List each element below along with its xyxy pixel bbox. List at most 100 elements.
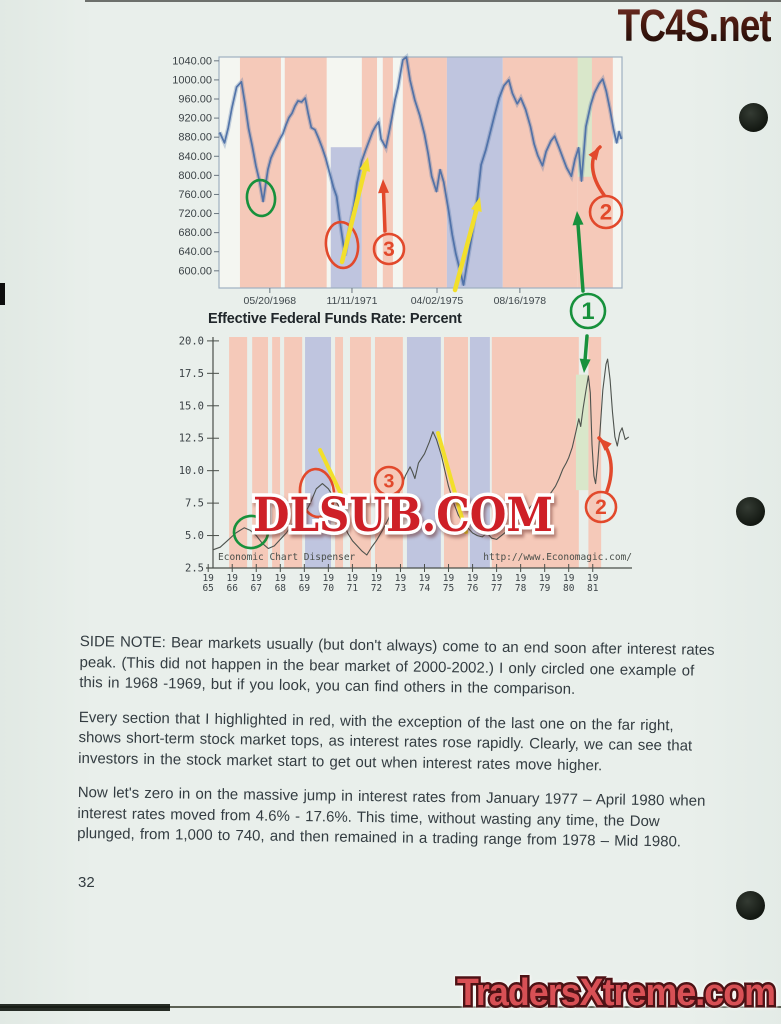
annotation-line-yellow xyxy=(318,448,343,496)
annotation-arrowhead xyxy=(378,179,390,194)
y-tick-label: 1040.00 xyxy=(172,55,212,67)
highlight-band-pink xyxy=(284,337,303,568)
x-tick-label-century: 19 xyxy=(563,573,575,584)
annotation-arrow-yellow xyxy=(339,163,369,265)
x-tick-label-century: 19 xyxy=(323,573,335,584)
y-tick-label: 1000.00 xyxy=(172,74,212,86)
y-tick-label: 15.0 xyxy=(179,400,204,412)
annotation-number-circle xyxy=(569,292,607,330)
x-tick-label-year: 67 xyxy=(251,583,262,594)
y-tick-label: 880.00 xyxy=(178,132,212,144)
x-tick-label-year: 69 xyxy=(299,583,311,594)
x-tick-label: 05/20/1968 xyxy=(244,295,297,307)
annotation-arrowhead xyxy=(471,197,482,212)
y-tick-label: 7.5 xyxy=(185,498,204,510)
x-tick-label-century: 19 xyxy=(299,573,311,584)
page-number: 32 xyxy=(78,874,95,891)
x-tick-label-year: 70 xyxy=(323,583,335,594)
highlight-band-pink xyxy=(349,337,371,568)
x-tick-label-century: 19 xyxy=(587,573,599,584)
x-tick-label-year: 78 xyxy=(515,583,527,594)
tradersxtreme-banner-text: TradersXtreme.com xyxy=(457,972,775,1014)
punch-hole-bottom xyxy=(736,891,765,920)
scan-edge-left-mark xyxy=(0,283,5,305)
highlight-band-lav xyxy=(446,57,503,288)
x-tick-label-century: 19 xyxy=(491,573,503,584)
dlsub-watermark-text: DLSUB.COM xyxy=(253,488,553,543)
annotation-circle-green xyxy=(245,178,277,218)
dow-plot-border xyxy=(218,56,623,289)
highlight-band-pink xyxy=(252,337,269,568)
annotation-number-circle xyxy=(373,465,405,497)
scan-edge-bottom-block xyxy=(0,1004,170,1011)
x-tick-label-year: 80 xyxy=(563,583,575,594)
y-tick-label: 960.00 xyxy=(178,94,212,106)
x-tick-label: 11/11/1971 xyxy=(326,295,377,307)
x-tick-label-year: 66 xyxy=(227,583,239,594)
annotation-arrowhead xyxy=(579,358,591,373)
punch-hole-middle xyxy=(736,497,765,526)
highlight-band-pink xyxy=(382,57,393,288)
highlight-band-pink xyxy=(491,337,579,568)
highlight-band-pink xyxy=(239,57,281,288)
annotation-line-yellow xyxy=(436,431,468,534)
y-tick-label: 17.5 xyxy=(179,368,204,380)
y-tick-label: 2.5 xyxy=(185,563,204,575)
body-text: SIDE NOTE: Bear markets usually (but don… xyxy=(77,632,722,868)
annotation-number-circle xyxy=(588,194,624,230)
y-tick-label: 840.00 xyxy=(178,151,212,163)
annotation-number-label: 3 xyxy=(384,470,395,492)
y-tick-label: 10.0 xyxy=(179,465,204,477)
paragraph-side-note: SIDE NOTE: Bear markets usually (but don… xyxy=(79,632,715,699)
y-tick-label: 600.00 xyxy=(178,265,212,277)
highlight-band-green xyxy=(575,374,589,491)
annotation-number-circle xyxy=(372,232,406,266)
tc4s-logo: TC4S.net xyxy=(617,0,772,51)
y-tick-label: 640.00 xyxy=(178,246,212,258)
scan-edge-top xyxy=(85,0,781,2)
x-tick-label-year: 75 xyxy=(443,583,454,594)
annotation-arrow-green xyxy=(575,218,585,293)
x-tick-label-century: 19 xyxy=(275,573,287,584)
y-tick-label: 800.00 xyxy=(178,170,212,182)
highlight-band-green xyxy=(577,57,592,177)
y-tick-label: 20.0 xyxy=(179,335,204,347)
x-tick-label: 04/02/1975 xyxy=(411,295,464,307)
highlight-band-pink xyxy=(361,57,378,288)
x-tick-label-century: 19 xyxy=(251,573,263,584)
chart-source-label: Economic Chart Dispenser xyxy=(218,552,356,563)
highlight-band-pink xyxy=(272,337,281,568)
x-tick-label-year: 71 xyxy=(347,583,359,594)
highlight-band-pink xyxy=(284,57,327,288)
annotation-arrowhead xyxy=(588,147,600,161)
paragraph-red-sections: Every section that I highlighted in red,… xyxy=(78,708,693,775)
annotation-arrow-red xyxy=(381,186,387,233)
annotation-arrow-yellow xyxy=(452,203,480,293)
annotation-number-label: 2 xyxy=(600,199,612,224)
chart-source-url: http://www.Economagic.com/ xyxy=(483,552,632,563)
y-tick-label: 760.00 xyxy=(178,189,212,201)
highlight-band-lav xyxy=(469,337,490,568)
highlight-band-lav xyxy=(406,337,441,568)
highlight-band-pink xyxy=(335,337,344,568)
highlight-band-pink xyxy=(229,337,248,568)
fed-funds-chart-title: Effective Federal Funds Rate: Percent xyxy=(208,311,462,327)
annotation-arrowhead xyxy=(599,438,612,451)
y-tick-label: 5.0 xyxy=(185,530,204,542)
x-tick-label-year: 68 xyxy=(275,583,287,594)
highlight-band-lav xyxy=(305,337,332,568)
y-tick-label: 720.00 xyxy=(178,208,212,220)
x-tick-label-century: 19 xyxy=(371,573,383,584)
x-tick-label-century: 19 xyxy=(227,573,239,584)
x-tick-label: 08/16/1978 xyxy=(494,295,547,307)
x-tick-label-century: 19 xyxy=(419,573,431,584)
annotation-arrowhead xyxy=(359,157,370,172)
x-tick-label-century: 19 xyxy=(347,573,359,584)
x-tick-label-century: 19 xyxy=(202,573,214,584)
x-tick-label-year: 76 xyxy=(467,583,479,594)
x-tick-label-century: 19 xyxy=(515,573,527,584)
y-tick-label: 680.00 xyxy=(178,227,212,239)
